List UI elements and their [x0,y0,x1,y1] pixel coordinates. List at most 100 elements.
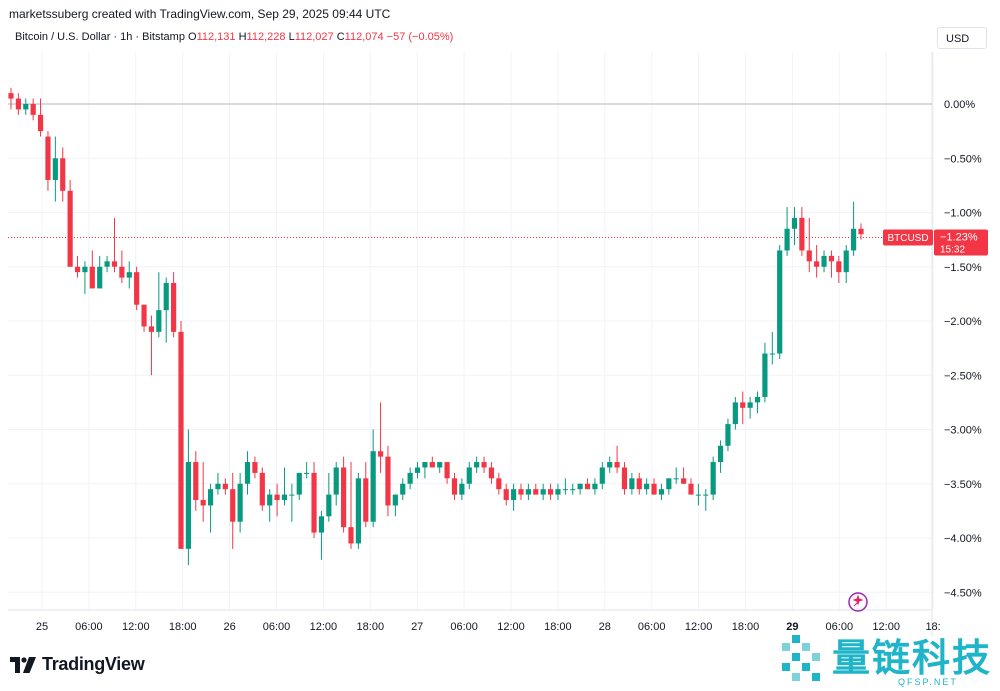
candle [377,402,384,473]
candle-body [222,483,228,490]
tag-symbol: BTCUSD [887,233,928,244]
candle-body [178,331,184,549]
candle-body [259,472,265,506]
time-tick-label: 06:00 [263,621,291,633]
symbol-name[interactable]: Bitcoin / U.S. Dollar · 1h · Bitstamp [15,31,185,43]
candle [791,207,798,246]
candle-body [525,489,531,495]
candle-body [318,516,325,533]
candle-body [474,462,480,468]
candle [784,207,790,256]
candle-body [562,489,568,491]
candle [267,489,273,522]
candle [740,391,746,425]
time-tick-label: 06:00 [638,621,666,633]
candle [614,445,620,473]
candle [658,483,665,501]
candle-body [8,93,14,99]
candle-body [732,402,738,425]
candle-body [304,472,310,474]
time-tick-label: 18:00 [732,621,760,633]
candle-body [799,217,805,251]
price-axis[interactable]: 0.00% −0.50% −1.00% −1.50% −2.00% −2.50% −3.00… [944,99,982,599]
candle-body [230,489,236,522]
candle [429,456,435,468]
currency-button[interactable]: USD [937,27,987,49]
candle [562,478,568,495]
candle [629,472,635,495]
candle [23,98,29,115]
candle [747,396,753,419]
candle-body [119,266,125,278]
time-tick-label: 12:00 [122,621,150,633]
candle [688,478,694,495]
candle-body [570,489,576,491]
candle-body [511,489,517,501]
low-label: L [288,31,295,43]
candle [237,472,243,533]
candle [732,396,738,430]
candle [341,456,347,533]
candle-body [791,217,798,229]
candle-body [614,462,620,468]
high-label: H [238,31,247,43]
candle-body [518,489,524,495]
candle [333,462,339,506]
candle-body [193,462,199,501]
candle-body [407,472,413,484]
candle-body [481,462,487,468]
candle [474,456,480,473]
watermark: 量链科技 QFSP.NET [780,633,992,687]
candle-body [252,462,258,473]
candle [503,483,509,506]
candle [8,87,14,110]
candle-body [37,114,44,132]
candle [858,223,864,240]
candle [141,304,147,332]
candle [156,272,162,338]
candle [60,147,66,202]
candle [67,179,73,267]
candle-body [621,467,628,490]
candle-body [673,478,679,480]
candle-body [289,494,295,496]
candle-body [858,228,864,235]
candle-body [52,158,58,180]
candle [89,250,95,289]
candle [806,217,812,273]
candle [762,342,768,403]
candle-body [496,478,502,490]
candle-body [341,467,347,528]
high-value: 112,228 [246,31,286,43]
candle [710,456,716,501]
candle-body [466,467,472,484]
candle [607,456,613,473]
candle-body [488,467,495,479]
candle [666,478,672,495]
candle-body [851,228,857,251]
candle [30,98,36,121]
sparkle-icon[interactable] [848,592,868,612]
price-tick-label: 0.00% [944,99,975,111]
candle [814,245,820,278]
candle [74,255,81,278]
candle [828,250,835,278]
time-axis[interactable]: 25 06:00 12:00 18:00 26 06:00 12:00 18:00 27 06:0… [36,621,941,633]
candle [15,93,21,115]
candle [651,478,657,495]
tradingview-logo-text: TradingView [42,654,145,674]
time-tick-label: 18:00 [544,621,572,633]
tradingview-logo[interactable]: TradingView [10,654,145,675]
candle-body [459,483,465,495]
candle [244,451,251,495]
candle-body [111,261,118,267]
time-tick-label: 12:00 [497,621,525,633]
candle [97,255,103,289]
candle [703,489,709,511]
close-value: 112,074 [344,31,384,43]
candle [821,250,827,273]
candle-body [806,250,812,262]
candle [777,245,783,359]
candle-body [363,478,369,522]
